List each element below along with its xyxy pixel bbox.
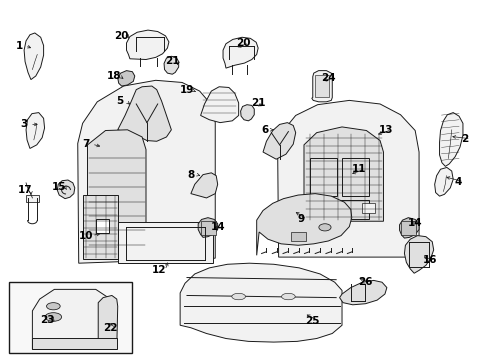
Text: 18: 18 xyxy=(106,71,121,81)
Text: 7: 7 xyxy=(82,139,89,149)
Polygon shape xyxy=(82,195,118,259)
Ellipse shape xyxy=(45,313,61,321)
Polygon shape xyxy=(190,173,217,198)
Bar xyxy=(26,195,39,202)
Polygon shape xyxy=(24,33,43,80)
Polygon shape xyxy=(57,180,75,199)
Text: 13: 13 xyxy=(378,125,392,135)
Polygon shape xyxy=(118,86,171,141)
Text: 14: 14 xyxy=(407,218,422,228)
Polygon shape xyxy=(126,30,168,59)
Polygon shape xyxy=(163,56,178,74)
Bar xyxy=(9,282,132,353)
Bar xyxy=(290,232,306,241)
Text: 1: 1 xyxy=(16,41,23,50)
Polygon shape xyxy=(439,113,462,166)
Polygon shape xyxy=(198,218,217,237)
Text: 20: 20 xyxy=(114,31,129,41)
Polygon shape xyxy=(32,338,117,349)
Text: 20: 20 xyxy=(236,38,250,48)
Polygon shape xyxy=(78,80,215,263)
Text: 14: 14 xyxy=(210,222,224,232)
Text: 21: 21 xyxy=(250,98,265,108)
Text: 2: 2 xyxy=(460,134,468,144)
Ellipse shape xyxy=(231,293,245,300)
Polygon shape xyxy=(98,296,118,349)
Polygon shape xyxy=(118,222,212,263)
Polygon shape xyxy=(118,71,135,86)
Ellipse shape xyxy=(281,293,295,300)
Text: 24: 24 xyxy=(321,73,335,83)
Polygon shape xyxy=(32,289,115,349)
Text: 4: 4 xyxy=(453,177,461,187)
Text: 25: 25 xyxy=(305,316,319,325)
Polygon shape xyxy=(434,167,452,196)
Text: 5: 5 xyxy=(116,96,123,106)
Polygon shape xyxy=(311,71,331,102)
Polygon shape xyxy=(200,87,238,123)
Text: 17: 17 xyxy=(18,185,32,195)
Polygon shape xyxy=(26,113,44,148)
Bar xyxy=(400,221,415,234)
Text: 6: 6 xyxy=(261,125,268,135)
Bar xyxy=(315,75,328,97)
Bar xyxy=(200,221,216,234)
Bar xyxy=(96,219,109,233)
Polygon shape xyxy=(339,280,386,305)
Text: 23: 23 xyxy=(40,315,54,325)
Bar xyxy=(310,158,336,196)
Polygon shape xyxy=(263,123,295,159)
Text: 16: 16 xyxy=(422,255,436,265)
Polygon shape xyxy=(180,263,341,342)
Text: 12: 12 xyxy=(152,265,166,275)
Text: 26: 26 xyxy=(357,277,372,287)
Polygon shape xyxy=(87,130,146,252)
Text: 11: 11 xyxy=(351,164,366,174)
Text: 22: 22 xyxy=(103,323,118,333)
Ellipse shape xyxy=(318,224,330,231)
Polygon shape xyxy=(240,105,254,121)
Bar xyxy=(310,200,368,220)
Text: 9: 9 xyxy=(297,215,304,224)
Text: 21: 21 xyxy=(165,56,179,66)
Polygon shape xyxy=(404,235,433,273)
Polygon shape xyxy=(304,127,383,221)
Text: 8: 8 xyxy=(187,170,194,180)
Text: 19: 19 xyxy=(180,85,194,95)
Bar xyxy=(361,203,374,213)
Text: 3: 3 xyxy=(20,120,28,129)
Polygon shape xyxy=(223,37,258,68)
Bar xyxy=(341,158,368,196)
Polygon shape xyxy=(256,194,351,255)
Polygon shape xyxy=(277,100,418,257)
Text: 15: 15 xyxy=(52,182,66,192)
Polygon shape xyxy=(399,218,418,238)
Text: 10: 10 xyxy=(79,231,93,240)
Ellipse shape xyxy=(46,303,60,310)
